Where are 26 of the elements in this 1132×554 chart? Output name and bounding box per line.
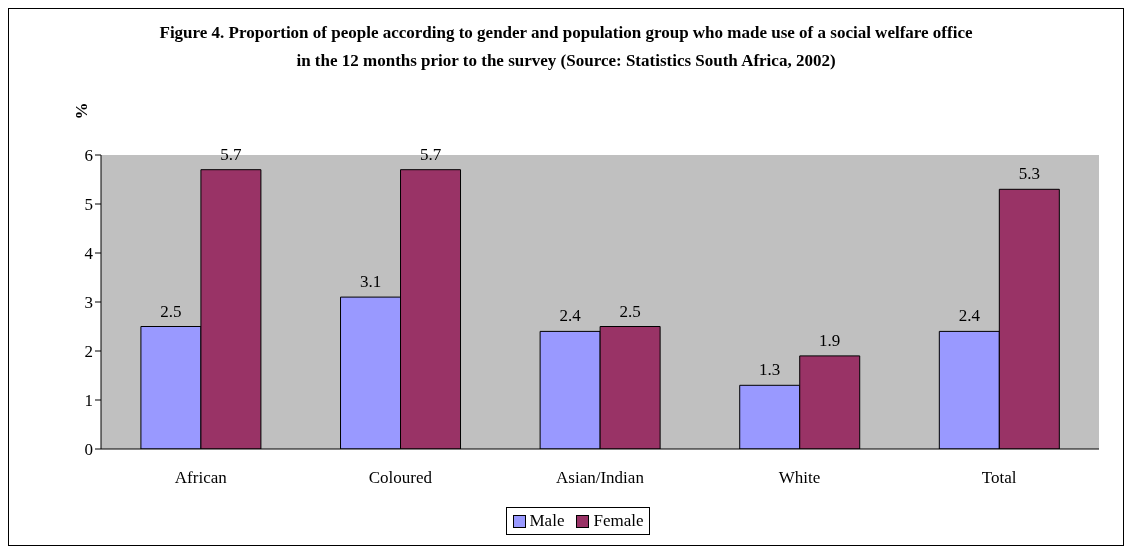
data-label: 2.5 xyxy=(160,301,182,321)
y-tick-label: 4 xyxy=(84,244,94,264)
data-label: 5.7 xyxy=(220,144,243,164)
y-tick-label: 6 xyxy=(84,146,93,166)
x-tick-label: Coloured xyxy=(368,468,433,488)
y-tick-label: 0 xyxy=(84,440,93,460)
legend-label: Female xyxy=(592,511,644,531)
y-axis-title: % xyxy=(71,102,92,120)
data-label: 2.4 xyxy=(958,306,981,326)
data-label: 1.9 xyxy=(819,330,841,350)
legend-label: Male xyxy=(528,511,565,531)
data-label: 2.5 xyxy=(619,301,641,321)
chart-title: Figure 4. Proportion of people according to gender and population group who made use of a social welfare office in the 12 months prior to the survey (Source: Statistics South Africa, 2002) xyxy=(158,22,974,72)
x-tick-label: African xyxy=(174,468,228,488)
data-label: 5.7 xyxy=(419,144,442,164)
y-tick-label: 5 xyxy=(84,195,93,215)
data-label: 5.3 xyxy=(1018,164,1040,184)
x-tick-label: Total xyxy=(981,468,1017,488)
y-tick-label: 1 xyxy=(84,391,93,411)
y-tick-label: 2 xyxy=(84,342,93,362)
x-tick-label: White xyxy=(778,468,821,488)
data-label: 1.3 xyxy=(759,360,781,380)
y-tick-label: 3 xyxy=(84,293,93,313)
x-tick-label: Asian/Indian xyxy=(556,468,645,488)
data-label: 3.1 xyxy=(359,272,382,292)
data-label: 2.4 xyxy=(559,306,582,326)
